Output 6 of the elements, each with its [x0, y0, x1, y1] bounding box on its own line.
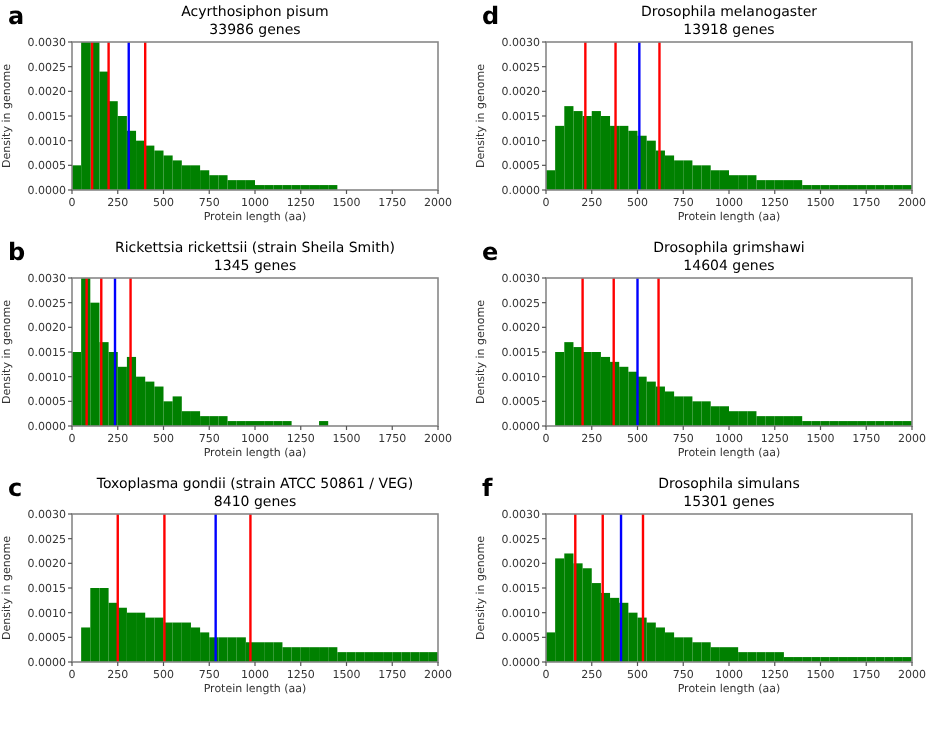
text: d [482, 2, 500, 30]
text: c [8, 474, 23, 502]
text: f [482, 474, 494, 502]
text: a [8, 2, 25, 30]
text: e [482, 238, 499, 266]
text: b [8, 238, 26, 266]
